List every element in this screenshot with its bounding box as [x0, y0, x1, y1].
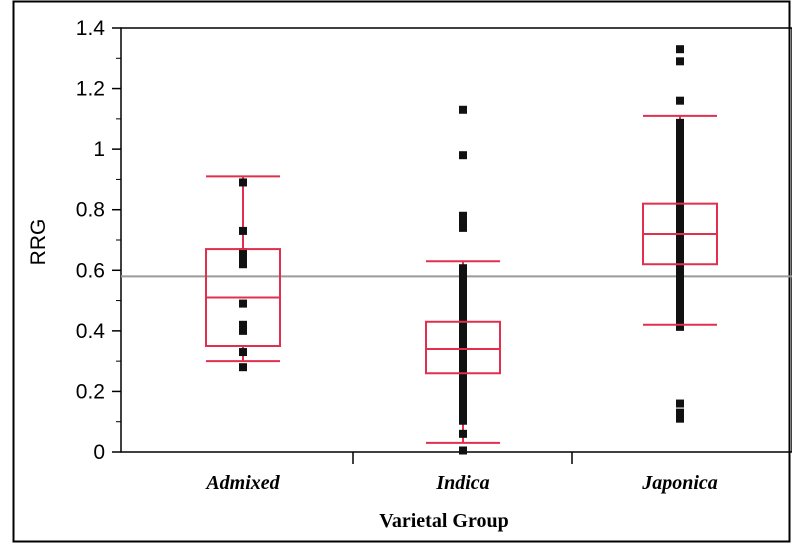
y-tick-label: 1.2: [76, 78, 105, 101]
y-tick-label: 1.4: [76, 17, 106, 40]
chart-border: [12, 0, 791, 543]
y-tick-label: 0.6: [76, 259, 105, 282]
box-group: [425, 105, 501, 455]
y-tick-label: 1: [93, 138, 105, 161]
category-label: Japonica: [641, 472, 718, 494]
y-axis-ticks: 0 0.2 0.4 0.6 0.8 1 1.2 1.4: [76, 17, 121, 464]
data-point: [239, 226, 247, 235]
data-point: [239, 348, 247, 357]
data-point: [459, 151, 467, 160]
data-point: [676, 399, 684, 408]
data-point: [459, 446, 467, 455]
data-point: [676, 414, 684, 423]
plot-area: 0 0.2 0.4 0.6 0.8 1 1.2 1.4: [76, 17, 792, 464]
data-point: [239, 248, 247, 257]
data-point: [459, 211, 467, 220]
data-point: [239, 260, 247, 269]
box: [425, 320, 501, 375]
data-point: [676, 408, 684, 417]
box-groups: [205, 45, 718, 455]
data-point-cluster: [459, 264, 467, 425]
y-tick-label: 0.4: [76, 320, 106, 343]
y-tick-label: 0.2: [76, 380, 105, 403]
data-point: [459, 223, 467, 232]
data-point-cluster: [676, 118, 684, 331]
data-point: [459, 105, 467, 114]
category-label: Admixed: [204, 472, 280, 494]
data-point: [239, 320, 247, 329]
data-point: [676, 45, 684, 54]
box-group: [205, 175, 281, 372]
data-point: [459, 217, 467, 226]
data-point: [239, 299, 247, 308]
data-point: [239, 178, 247, 187]
data-point: [676, 96, 684, 105]
data-point: [676, 57, 684, 66]
x-axis-category-labels: Admixed Indica Japonica: [204, 472, 717, 494]
y-tick-label: 0.8: [76, 199, 105, 222]
category-label: Indica: [435, 472, 489, 494]
box-group: [642, 45, 718, 423]
x-axis-ticks: [352, 452, 573, 464]
x-axis-title: Varietal Group: [379, 510, 508, 532]
data-point: [239, 326, 247, 335]
data-point: [239, 254, 247, 263]
data-point: [239, 363, 247, 372]
y-axis-title: RRG: [27, 219, 50, 266]
y-tick-label: 0: [93, 441, 105, 464]
data-point: [459, 429, 467, 438]
